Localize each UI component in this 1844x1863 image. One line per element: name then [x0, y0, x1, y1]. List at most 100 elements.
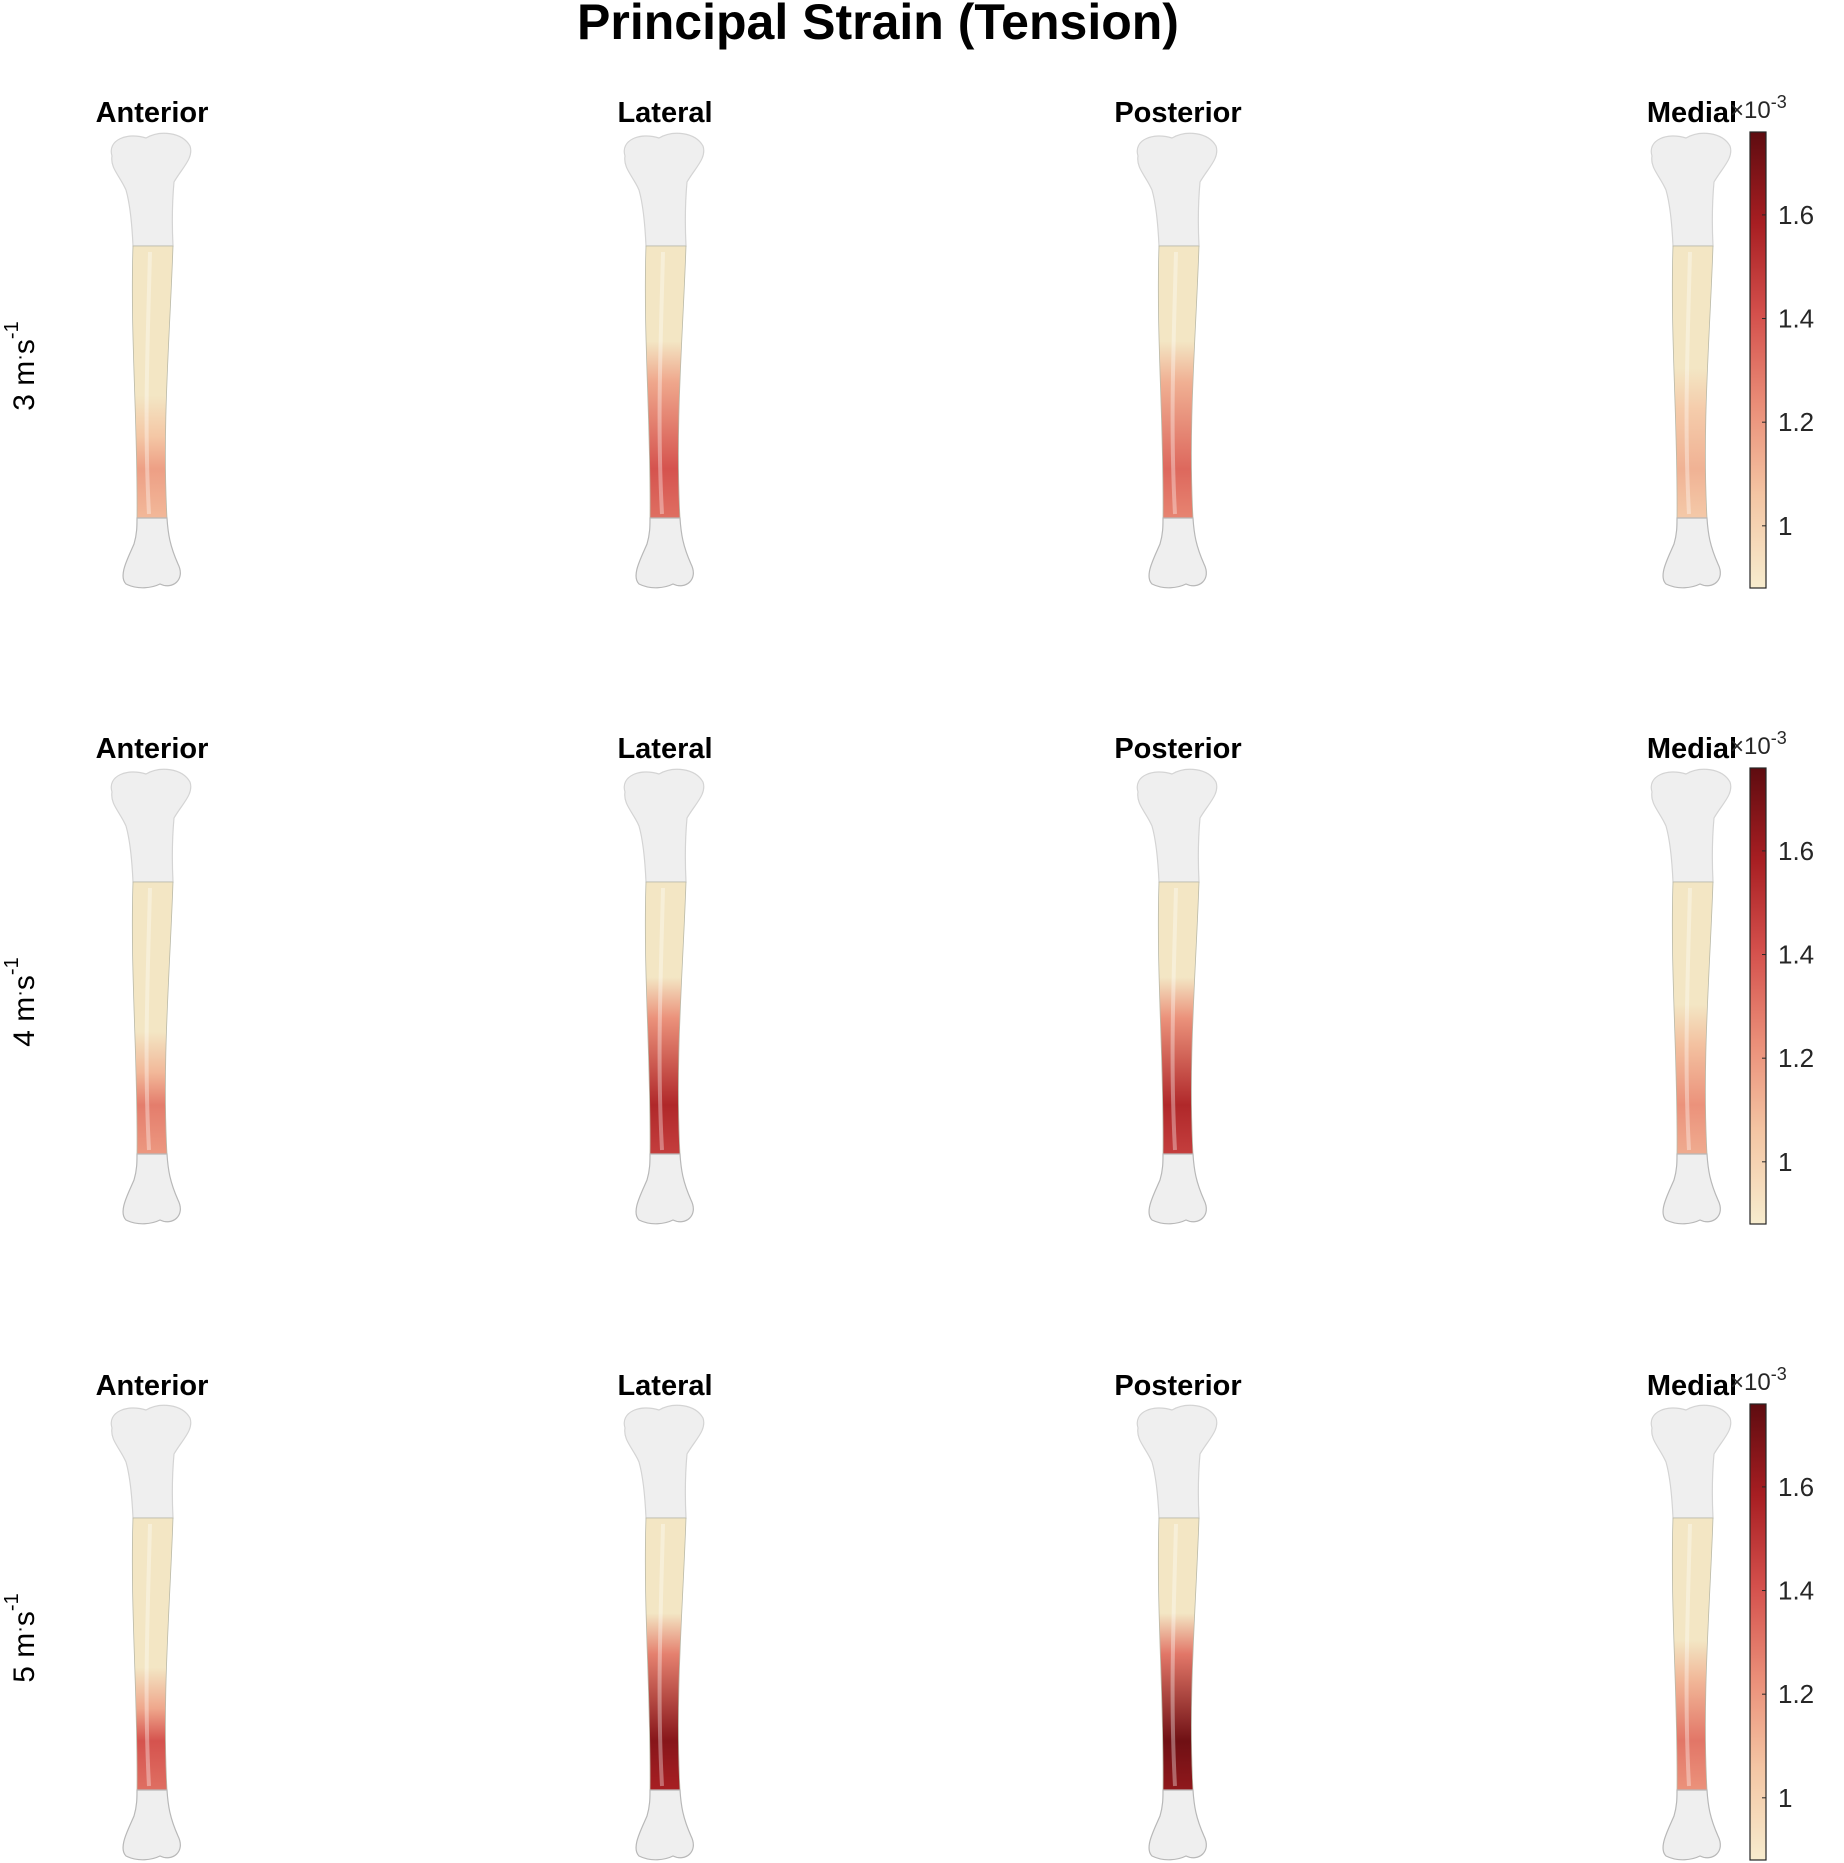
colorbar-multiplier: ×10-3 [1730, 92, 1787, 124]
bone-proximal-end [1136, 768, 1218, 883]
bone-shaft-strain [1157, 245, 1200, 519]
bone-shaft-strain [644, 1517, 687, 1791]
view-title: Lateral [617, 97, 712, 129]
figure-title: Principal Strain (Tension) [577, 0, 1179, 50]
colorbar-tick-label: 1 [1778, 1783, 1792, 1813]
panel-posterior: Posterior [1114, 97, 1242, 589]
view-title: Posterior [1114, 1370, 1241, 1402]
bone-shaft-strain [131, 1517, 174, 1791]
colorbar-tick-label: 1 [1778, 1147, 1792, 1177]
bone-proximal-end [1650, 132, 1732, 247]
bone-shaft-strain [644, 881, 687, 1155]
view-title: Medial [1647, 1370, 1737, 1402]
shaft-highlight [144, 251, 152, 515]
colorbar-tick-label: 1.4 [1778, 1576, 1814, 1606]
shaft-highlight [657, 887, 665, 1151]
colorbar: 1 1.2 1.4 1.6 ×10-3 [1730, 1364, 1814, 1861]
colorbar: 1 1.2 1.4 1.6 ×10-3 [1730, 728, 1814, 1225]
colorbar-scale [1749, 767, 1767, 1225]
panel-anterior: Anterior [96, 733, 209, 1225]
colorbar-tick-label: 1.6 [1778, 1472, 1814, 1502]
view-title: Posterior [1114, 733, 1241, 765]
shaft-highlight [1170, 1523, 1178, 1787]
bone-distal-end [122, 1789, 181, 1861]
bone-proximal-end [623, 132, 705, 247]
bone-shaft-strain [1671, 245, 1714, 519]
colorbar-tick-label: 1.4 [1778, 304, 1814, 334]
bone-shaft-strain [131, 245, 174, 519]
panel-medial: Medial [1647, 1370, 1737, 1861]
bone-distal-end [635, 1153, 694, 1225]
row-speed-label: 3 m·s-1 [1, 321, 41, 410]
view-title: Medial [1647, 733, 1737, 765]
shaft-highlight [144, 887, 152, 1151]
colorbar-tick-label: 1.2 [1778, 1043, 1814, 1073]
panel-lateral: Lateral [617, 97, 713, 589]
shaft-highlight [1170, 887, 1178, 1151]
colorbar-tick-label: 1.6 [1778, 836, 1814, 866]
colorbar-tick-label: 1.2 [1778, 407, 1814, 437]
shaft-highlight [1170, 251, 1178, 515]
view-title: Anterior [96, 97, 209, 129]
bone-shaft-strain [1157, 1517, 1200, 1791]
row-2: 4 m·s-1 Anterior Lateral Posterior Medial 1 1.… [1, 728, 1814, 1225]
view-title: Lateral [617, 1370, 712, 1402]
colorbar-tick-label: 1.4 [1778, 940, 1814, 970]
row-speed-label: 4 m·s-1 [1, 957, 41, 1046]
bone-proximal-end [1136, 1404, 1218, 1519]
shaft-highlight [1684, 887, 1692, 1151]
bone-distal-end [122, 517, 181, 589]
bone-distal-end [1662, 1789, 1721, 1861]
shaft-highlight [1684, 251, 1692, 515]
colorbar-tick-label: 1.6 [1778, 200, 1814, 230]
bone-shaft-strain [1671, 881, 1714, 1155]
bone-distal-end [635, 1789, 694, 1861]
bone-distal-end [122, 1153, 181, 1225]
panel-anterior: Anterior [96, 1370, 209, 1861]
colorbar-tick-label: 1.2 [1778, 1679, 1814, 1709]
view-title: Lateral [617, 733, 712, 765]
colorbar-multiplier: ×10-3 [1730, 728, 1787, 760]
panel-lateral: Lateral [617, 733, 713, 1225]
bone-proximal-end [110, 1404, 192, 1519]
bone-shaft-strain [131, 881, 174, 1155]
colorbar-scale [1749, 131, 1767, 589]
colorbar: 1 1.2 1.4 1.6 ×10-3 [1730, 92, 1814, 589]
panel-grid: 3 m·s-1 Anterior Lateral Posterior Medial 1 1.… [1, 92, 1814, 1861]
panel-posterior: Posterior [1114, 1370, 1242, 1861]
bone-distal-end [1148, 517, 1207, 589]
shaft-highlight [657, 251, 665, 515]
colorbar-multiplier: ×10-3 [1730, 1364, 1787, 1396]
bone-distal-end [1662, 517, 1721, 589]
panel-lateral: Lateral [617, 1370, 713, 1861]
bone-proximal-end [623, 1404, 705, 1519]
panel-posterior: Posterior [1114, 733, 1242, 1225]
row-1: 3 m·s-1 Anterior Lateral Posterior Medial 1 1.… [1, 92, 1814, 589]
panel-anterior: Anterior [96, 97, 209, 589]
colorbar-scale [1749, 1403, 1767, 1861]
view-title: Posterior [1114, 97, 1241, 129]
bone-proximal-end [623, 768, 705, 883]
bone-shaft-strain [1157, 881, 1200, 1155]
bone-proximal-end [110, 132, 192, 247]
bone-shaft-strain [1671, 1517, 1714, 1791]
bone-proximal-end [110, 768, 192, 883]
bone-distal-end [1148, 1153, 1207, 1225]
bone-proximal-end [1650, 1404, 1732, 1519]
row-speed-label: 5 m·s-1 [1, 1593, 41, 1682]
bone-distal-end [1148, 1789, 1207, 1861]
view-title: Medial [1647, 97, 1737, 129]
bone-distal-end [635, 517, 694, 589]
shaft-highlight [657, 1523, 665, 1787]
shaft-highlight [144, 1523, 152, 1787]
colorbar-tick-label: 1 [1778, 511, 1792, 541]
row-3: 5 m·s-1 Anterior Lateral Posterior Medial 1 1.… [1, 1364, 1814, 1861]
bone-proximal-end [1650, 768, 1732, 883]
bone-shaft-strain [644, 245, 687, 519]
view-title: Anterior [96, 733, 209, 765]
bone-distal-end [1662, 1153, 1721, 1225]
shaft-highlight [1684, 1523, 1692, 1787]
bone-proximal-end [1136, 132, 1218, 247]
view-title: Anterior [96, 1370, 209, 1402]
